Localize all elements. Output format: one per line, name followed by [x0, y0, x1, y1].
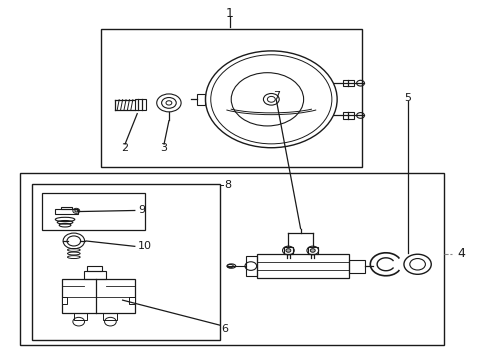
- Bar: [61, 279, 135, 313]
- Bar: [20, 173, 444, 345]
- Text: 8: 8: [224, 180, 230, 190]
- Bar: [74, 313, 87, 320]
- Bar: [61, 207, 72, 210]
- Bar: [307, 247, 317, 255]
- Text: 10: 10: [137, 241, 151, 251]
- Text: 6: 6: [221, 324, 228, 334]
- Circle shape: [285, 249, 290, 252]
- Bar: [103, 313, 117, 320]
- Bar: [42, 193, 144, 230]
- Text: 9: 9: [138, 206, 145, 216]
- Bar: [348, 260, 364, 273]
- Text: 7: 7: [272, 91, 279, 101]
- Text: 2: 2: [121, 143, 128, 153]
- Bar: [87, 266, 102, 271]
- Bar: [283, 247, 293, 255]
- Bar: [342, 112, 353, 119]
- Bar: [256, 255, 348, 278]
- Bar: [129, 297, 135, 304]
- Bar: [61, 297, 67, 304]
- Bar: [101, 30, 361, 167]
- Bar: [55, 210, 78, 214]
- Text: 4: 4: [457, 247, 465, 260]
- Text: 3: 3: [160, 143, 167, 153]
- Bar: [83, 271, 105, 279]
- Bar: [342, 80, 353, 86]
- Bar: [32, 184, 220, 339]
- Bar: [196, 94, 205, 105]
- Bar: [245, 256, 256, 276]
- Circle shape: [310, 249, 315, 252]
- Text: 5: 5: [404, 93, 410, 103]
- Bar: [135, 99, 145, 111]
- Text: 1: 1: [225, 7, 233, 20]
